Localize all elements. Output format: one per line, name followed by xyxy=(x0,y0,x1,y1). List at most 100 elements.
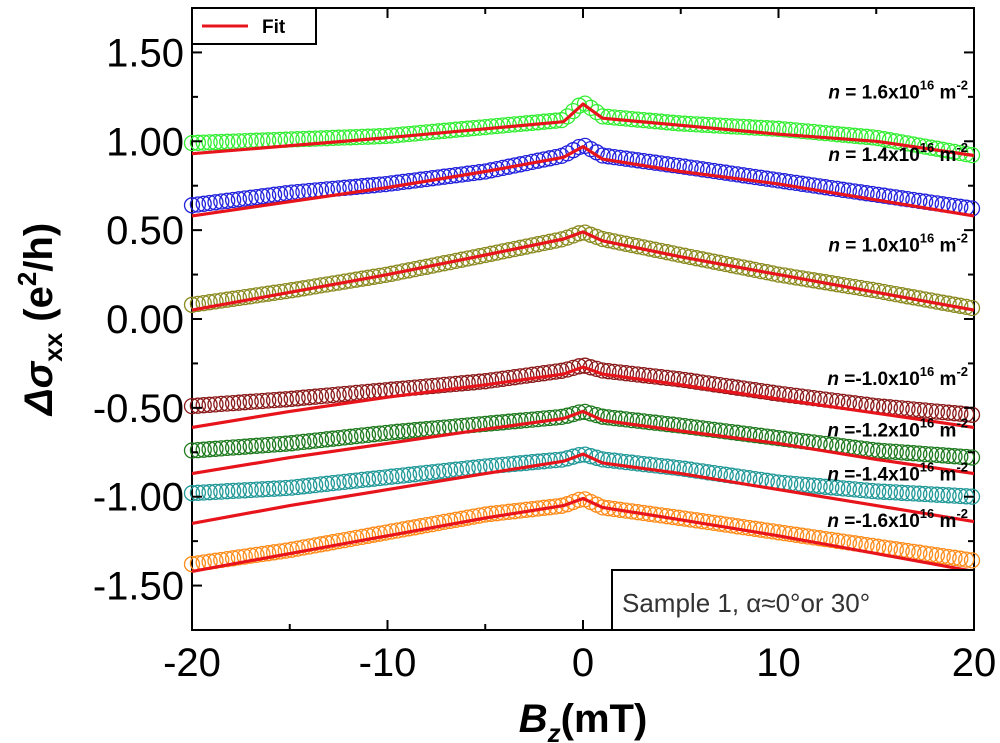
data-point xyxy=(940,548,957,566)
data-point xyxy=(265,480,283,497)
data-point xyxy=(782,386,799,404)
data-point xyxy=(829,479,846,496)
data-point xyxy=(658,415,676,433)
data-point xyxy=(183,134,201,152)
data-point xyxy=(224,439,242,456)
data-point xyxy=(682,159,699,176)
series-label-part: m xyxy=(934,369,956,390)
data-point xyxy=(201,441,218,458)
y-tick-label: -1.50 xyxy=(93,565,184,609)
data-point xyxy=(793,388,811,405)
series-3: n =-1.0x1016 m-2 xyxy=(183,357,981,429)
data-point xyxy=(705,421,723,439)
data-point xyxy=(400,466,418,483)
data-point xyxy=(600,409,617,426)
series-label-part: 16 xyxy=(920,364,934,379)
data-point xyxy=(524,454,541,471)
legend: Fit xyxy=(191,7,317,45)
data-point xyxy=(488,505,506,522)
data-point xyxy=(342,473,359,490)
data-point xyxy=(799,389,816,406)
data-point xyxy=(658,369,676,387)
data-point xyxy=(711,163,729,181)
data-point xyxy=(676,371,693,389)
data-point xyxy=(893,444,910,461)
data-point xyxy=(277,542,294,559)
data-point xyxy=(746,382,764,399)
data-point xyxy=(653,415,670,432)
data-point xyxy=(823,179,840,197)
data-point xyxy=(676,417,693,435)
data-point xyxy=(928,547,946,564)
data-point xyxy=(183,442,201,459)
series-1: n = 1.4x1016 m-2 xyxy=(183,137,981,218)
data-point xyxy=(858,185,875,202)
data-point xyxy=(770,172,787,189)
data-point xyxy=(893,190,910,207)
fit-line xyxy=(191,496,975,573)
data-point xyxy=(283,435,300,452)
series-label-part: -2 xyxy=(956,364,968,379)
data-point xyxy=(653,155,670,172)
data-point xyxy=(529,365,547,383)
data-point xyxy=(471,416,488,433)
data-point xyxy=(934,486,951,504)
data-point xyxy=(770,524,787,541)
data-point xyxy=(518,411,535,429)
data-point xyxy=(952,448,969,465)
series-label: n = 1.6x1016 m-2 xyxy=(828,78,968,104)
data-point xyxy=(688,419,705,436)
data-point xyxy=(922,402,940,420)
data-point xyxy=(641,153,658,171)
data-point xyxy=(301,389,318,406)
data-point xyxy=(723,165,740,182)
data-point xyxy=(324,474,341,492)
data-point xyxy=(295,433,312,451)
data-point xyxy=(764,120,781,137)
data-point xyxy=(735,118,752,136)
data-point xyxy=(254,545,271,563)
data-point xyxy=(834,480,852,497)
data-point xyxy=(963,552,981,569)
data-point xyxy=(224,290,242,307)
data-point xyxy=(787,122,805,139)
data-point xyxy=(664,459,682,476)
data-point xyxy=(676,158,693,175)
data-point xyxy=(524,411,541,428)
data-point xyxy=(359,471,377,488)
data-point xyxy=(840,480,858,498)
data-point xyxy=(782,173,799,191)
data-point xyxy=(371,176,388,193)
data-point xyxy=(958,551,975,568)
data-point xyxy=(242,189,259,206)
series-label-part: =-1.0x10 xyxy=(839,369,920,390)
data-point xyxy=(283,541,300,558)
data-point xyxy=(864,185,881,203)
data-point xyxy=(694,420,711,437)
data-point xyxy=(277,479,294,497)
data-point xyxy=(189,134,207,151)
data-point xyxy=(312,130,330,147)
series-label-part: -2 xyxy=(956,78,968,93)
data-point xyxy=(741,167,758,185)
data-point xyxy=(195,441,212,458)
data-point xyxy=(248,188,265,206)
data-point xyxy=(242,288,259,305)
data-point xyxy=(711,422,729,439)
data-point xyxy=(342,530,359,548)
data-point xyxy=(741,381,758,398)
data-point xyxy=(342,179,359,196)
data-point xyxy=(406,519,424,536)
data-point xyxy=(735,518,752,536)
data-point xyxy=(213,193,230,210)
series-label-part: n xyxy=(828,236,840,257)
data-point xyxy=(289,131,306,148)
data-point xyxy=(623,411,641,429)
data-point xyxy=(371,425,388,442)
fit-line xyxy=(191,145,975,218)
data-point xyxy=(224,482,242,500)
data-point xyxy=(400,520,418,537)
data-point xyxy=(629,412,646,429)
data-point xyxy=(717,423,734,440)
data-point xyxy=(488,414,506,431)
